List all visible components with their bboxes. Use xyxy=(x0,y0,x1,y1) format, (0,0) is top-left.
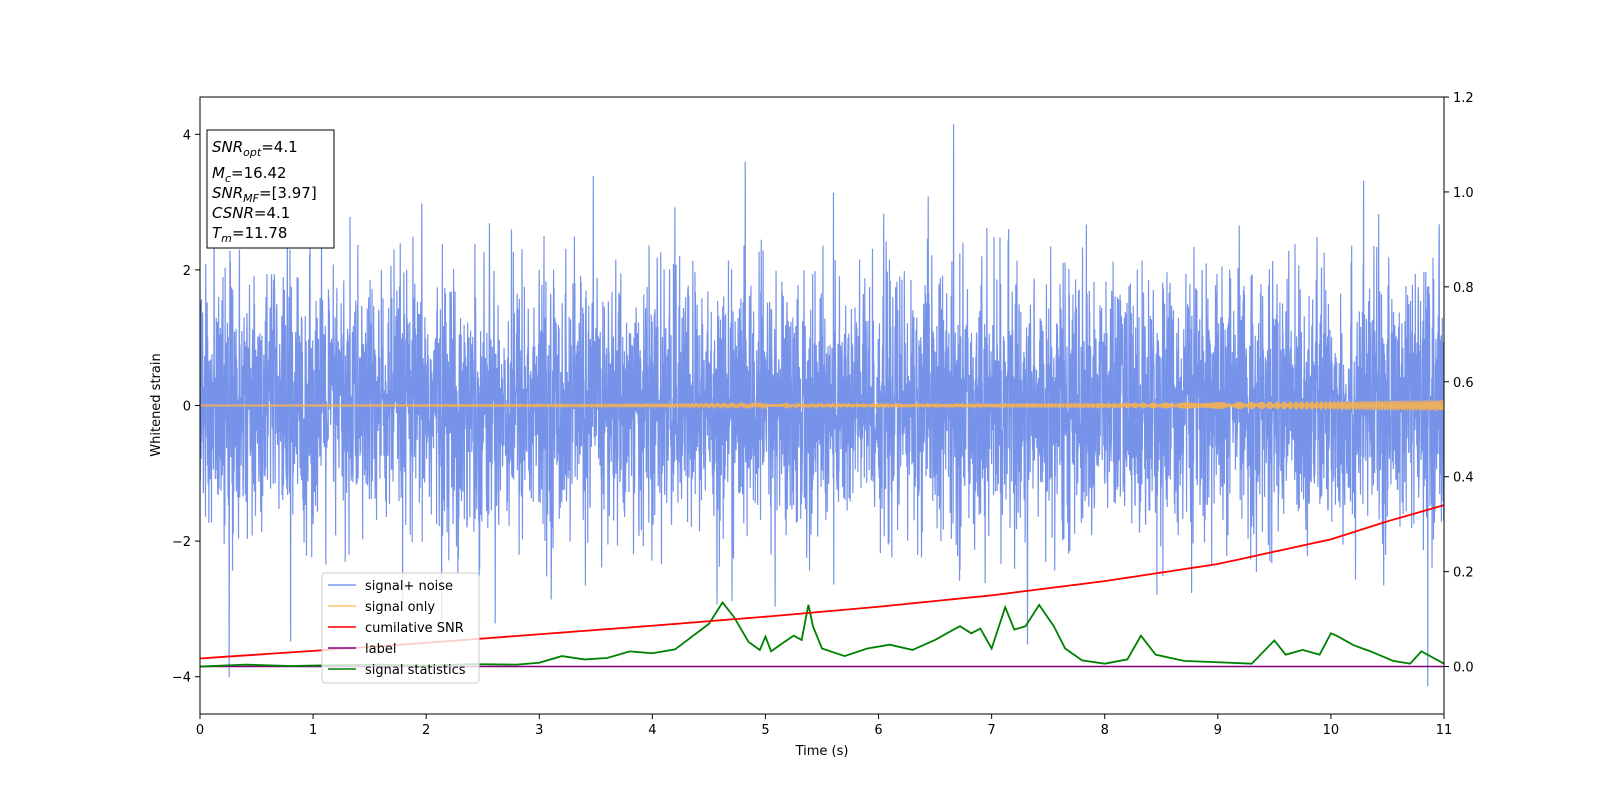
series-signal-noise xyxy=(200,124,1444,687)
legend-item-cumulative-snr: cumilative SNR xyxy=(328,621,464,636)
y2-tick-label: 1.2 xyxy=(1453,91,1474,106)
annotation-frame xyxy=(206,129,335,249)
legend-item-signal-noise: signal+ noise xyxy=(328,579,453,594)
x-tick-label: 7 xyxy=(987,723,995,738)
y-tick-label: −2 xyxy=(172,535,191,550)
x-tick-label: 10 xyxy=(1323,723,1340,738)
x-tick-label: 6 xyxy=(874,723,882,738)
legend-item-signal-only: signal only xyxy=(328,600,435,615)
x-tick-label: 1 xyxy=(309,723,317,738)
y-tick-label: 4 xyxy=(183,128,191,143)
legend-label: signal statistics xyxy=(365,663,466,678)
annotation-box: SNRopt=4.1 Mc=16.42 SNRMF=[3.97] CSNR=4.… xyxy=(206,129,335,249)
y2-axis-ticks: 0.0 0.2 0.4 0.6 0.8 1.0 1.2 xyxy=(1444,91,1474,676)
x-tick-label: 8 xyxy=(1101,723,1109,738)
series-signal-only xyxy=(200,400,1444,411)
x-tick-label: 5 xyxy=(761,723,769,738)
annotation-tm: Tm=11.78 xyxy=(212,224,287,245)
x-axis-label: Time (s) xyxy=(795,744,849,759)
series-line-signal-noise xyxy=(200,124,1444,687)
x-tick-label: 11 xyxy=(1436,723,1453,738)
y2-tick-label: 0.4 xyxy=(1453,471,1474,486)
legend-label: signal+ noise xyxy=(365,579,453,594)
legend-item-signal-statistics: signal statistics xyxy=(328,663,466,678)
y2-tick-label: 0.6 xyxy=(1453,376,1474,391)
legend-label: cumilative SNR xyxy=(365,621,464,636)
x-tick-label: 3 xyxy=(535,723,543,738)
annotation-csnr: CSNR=4.1 xyxy=(212,204,290,222)
x-tick-label: 2 xyxy=(422,723,430,738)
y-tick-label: 2 xyxy=(183,264,191,279)
x-tick-label: 4 xyxy=(648,723,656,738)
y-axis-label: Whitened strain xyxy=(149,353,164,456)
y2-tick-label: 0.0 xyxy=(1453,661,1474,676)
y-axis-ticks: −4 −2 0 2 4 xyxy=(172,128,200,686)
annotation-mc: Mc=16.42 xyxy=(212,164,287,185)
legend-frame xyxy=(321,572,480,684)
legend-label: signal only xyxy=(365,600,435,615)
x-axis-ticks: 0 1 2 3 4 5 6 7 8 9 10 11 xyxy=(196,714,1452,738)
y2-tick-label: 1.0 xyxy=(1453,186,1474,201)
y-tick-label: 0 xyxy=(183,400,191,415)
legend-item-label: label xyxy=(328,642,396,657)
annotation-snr-mf: SNRMF=[3.97] xyxy=(212,184,317,205)
series-line-signal-statistics xyxy=(200,600,1444,668)
x-tick-label: 9 xyxy=(1214,723,1222,738)
legend-label: label xyxy=(365,642,396,657)
x-tick-label: 0 xyxy=(196,723,204,738)
legend: signal+ noise signal only cumilative SNR… xyxy=(321,572,480,684)
y2-tick-label: 0.8 xyxy=(1453,281,1474,296)
annotation-snr-opt: SNRopt=4.1 xyxy=(212,138,298,159)
y2-tick-label: 0.2 xyxy=(1453,566,1474,581)
y-tick-label: −4 xyxy=(172,671,191,686)
series-line-signal-only xyxy=(200,400,1444,411)
